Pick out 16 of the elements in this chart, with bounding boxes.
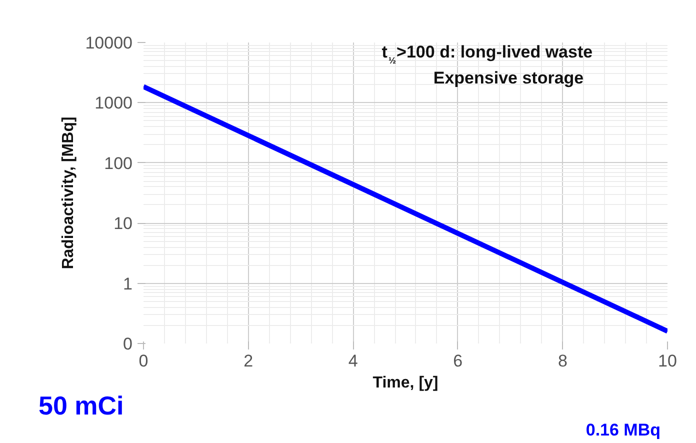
y-tick-label: 10000 [85, 34, 133, 52]
y-tick-label: 10 [114, 214, 133, 234]
x-tick-label: 4 [348, 352, 358, 370]
x-tick-label: 6 [453, 352, 463, 370]
x-tick-label: 10 [658, 352, 677, 370]
x-tick-label: 0 [138, 352, 148, 370]
y-tick-label: 1000 [94, 94, 133, 113]
x-axis-title: Time, [y] [372, 374, 438, 392]
text: 50 mCi [38, 390, 124, 420]
y-axis-title: Radioactivity, [MBq] [60, 116, 78, 270]
x-tick-label: 2 [244, 352, 254, 370]
y-tick-label: 100 [104, 154, 133, 173]
y-tick-label: 1 [123, 274, 133, 294]
y-tick-label: 0 [123, 334, 133, 354]
x-tick-label: 8 [558, 352, 568, 370]
text: 0.16 MBq [586, 420, 661, 440]
